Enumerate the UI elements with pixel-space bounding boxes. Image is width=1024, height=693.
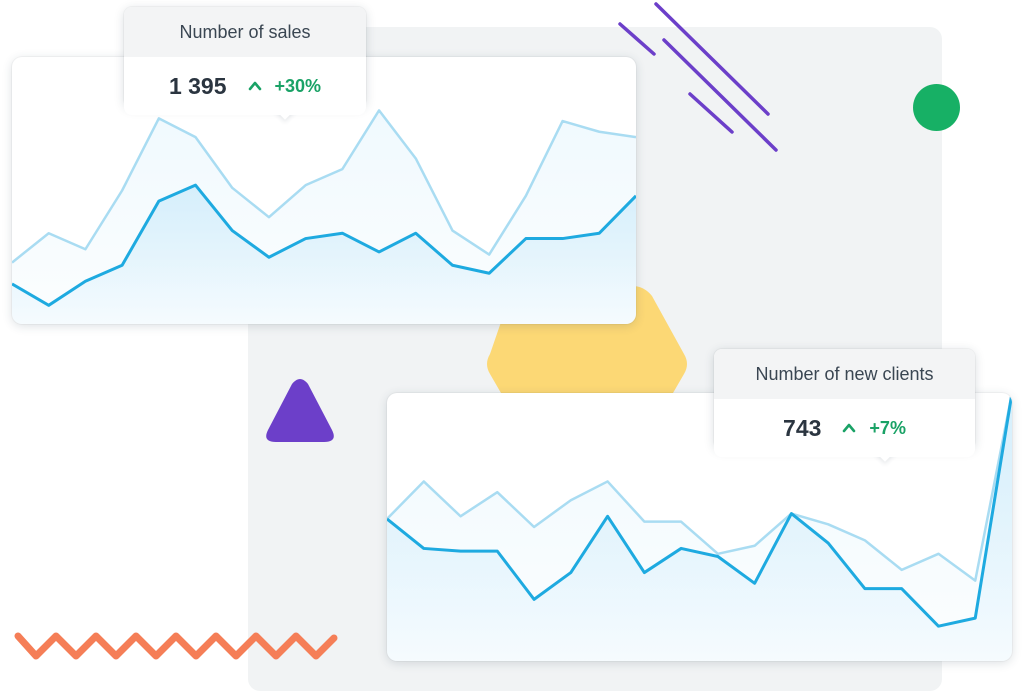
series-secondary-line	[387, 393, 1012, 582]
sales-area-chart	[12, 109, 636, 324]
orange-zigzag-decoration	[14, 632, 338, 660]
sales-tooltip: Number of sales 1 395 +30%	[124, 7, 366, 120]
sales-trend: +30%	[274, 75, 322, 96]
sales-tooltip-title: Number of sales	[124, 7, 366, 57]
series-primary-line	[387, 393, 1012, 628]
clients-tooltip-body: 743 +7%	[714, 399, 975, 457]
purple-stripes-decoration	[618, 2, 778, 152]
series-primary-area	[12, 185, 636, 324]
clients-value: 743	[783, 414, 822, 441]
clients-area-chart	[387, 393, 1012, 661]
clients-trend: +7%	[869, 417, 906, 438]
clients-tooltip-title: Number of new clients	[714, 349, 975, 399]
chevron-up-icon	[843, 423, 856, 433]
sales-tooltip-body: 1 395 +30%	[124, 57, 366, 115]
series-secondary-line	[12, 109, 636, 264]
chevron-up-icon	[248, 81, 261, 91]
green-dot-decoration	[913, 84, 960, 131]
sales-value: 1 395	[168, 72, 227, 99]
clients-tooltip: Number of new clients 743 +7%	[714, 349, 975, 462]
series-primary-line	[12, 183, 636, 307]
purple-triangle-decoration	[266, 379, 334, 442]
sales-chart-card	[12, 57, 636, 324]
